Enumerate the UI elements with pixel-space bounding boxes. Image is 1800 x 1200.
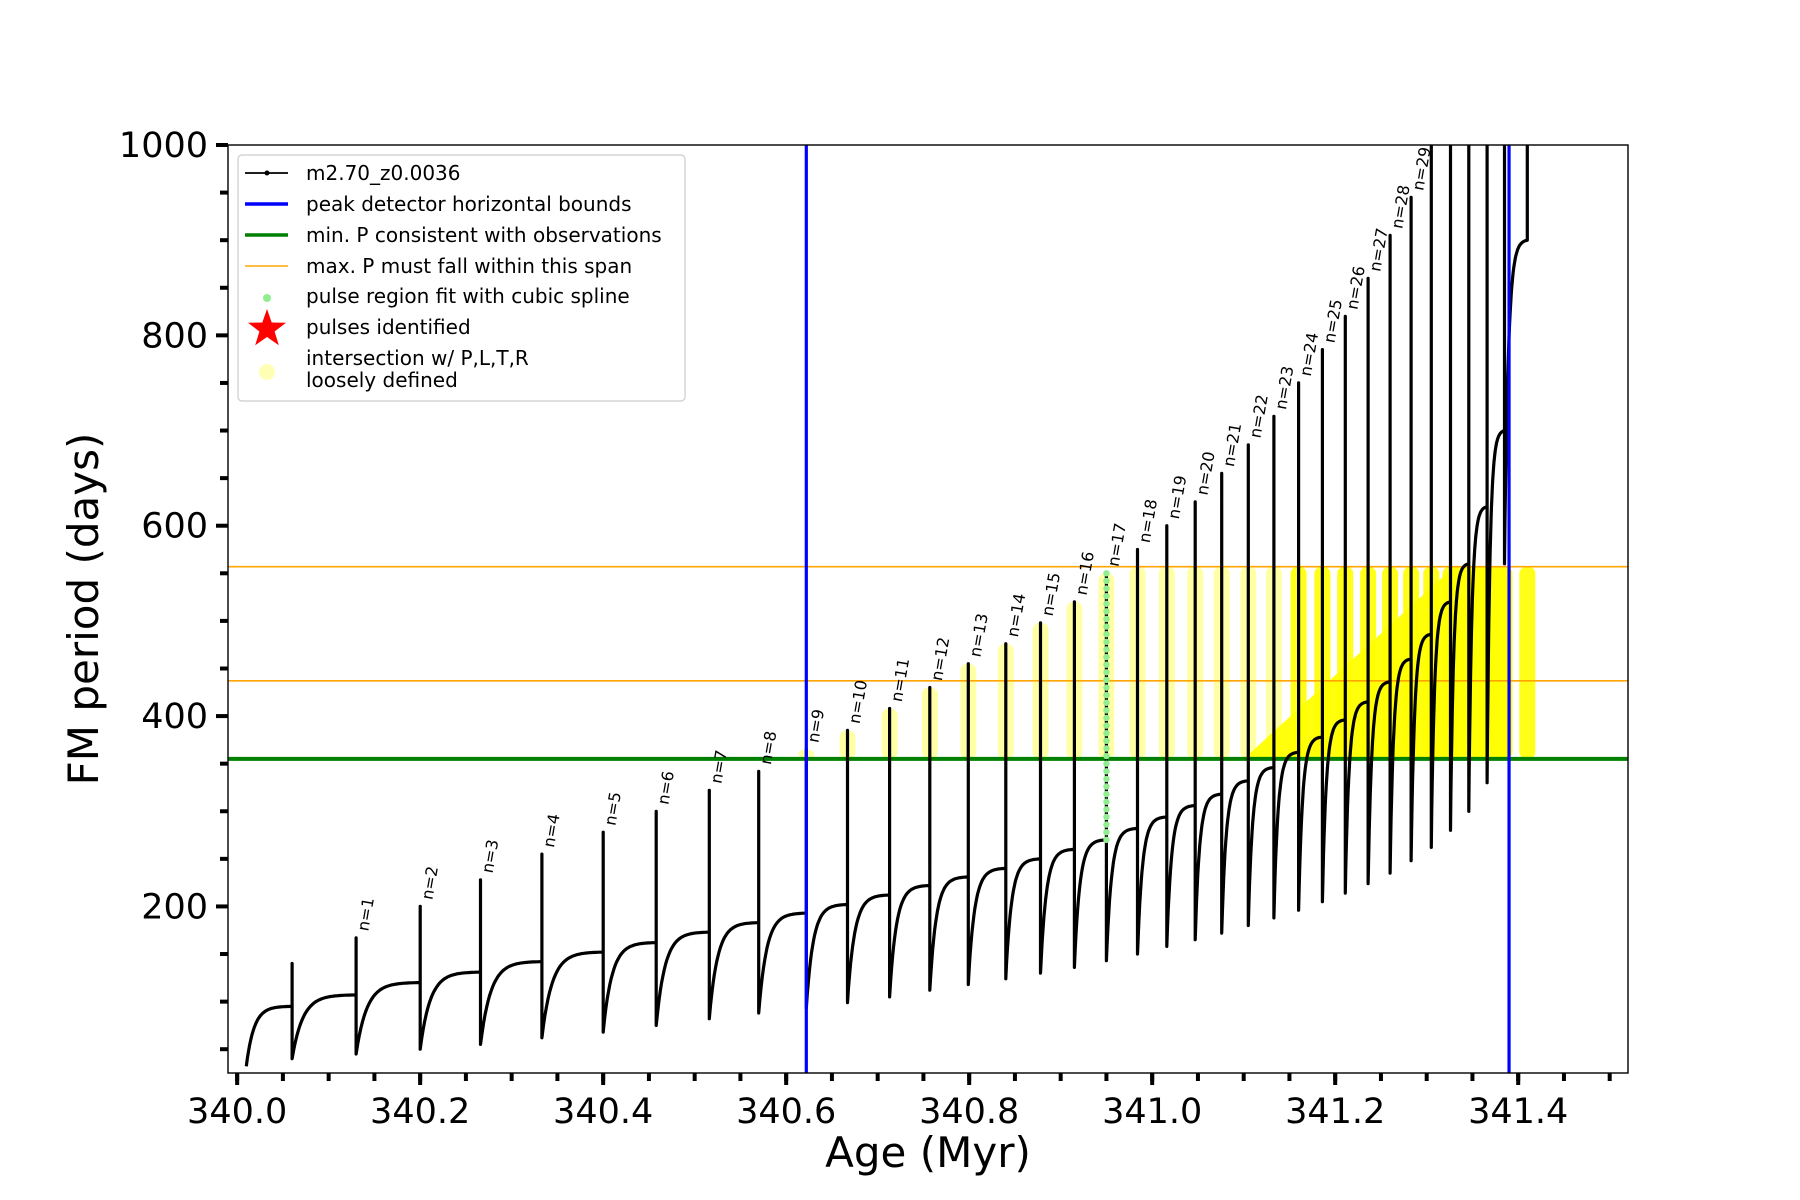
spline-point <box>1103 646 1110 653</box>
spline-point <box>1103 722 1110 729</box>
legend-label: loosely defined <box>306 368 458 392</box>
legend-label: max. P must fall within this span <box>306 254 632 278</box>
legend-swatch-star <box>248 309 286 346</box>
y-tick-label: 600 <box>141 507 208 547</box>
spline-point <box>1103 737 1110 745</box>
y-axis-label: FM period (days) <box>59 433 108 786</box>
spline-point <box>1103 714 1110 722</box>
legend-label: pulse region fit with cubic spline <box>306 284 630 308</box>
x-tick-label: 340.0 <box>187 1092 287 1132</box>
legend-box <box>237 154 686 402</box>
spline-point <box>1103 836 1110 844</box>
x-tick-label: 340.2 <box>370 1092 470 1132</box>
spline-point <box>1103 806 1110 813</box>
plot-area <box>228 145 1628 1073</box>
spline-point <box>1103 638 1110 646</box>
spline-point <box>1103 570 1110 577</box>
spline-point <box>1103 828 1110 836</box>
spline-point <box>1103 577 1110 585</box>
x-tick-label: 341.4 <box>1468 1092 1568 1132</box>
legend-label: m2.70_z0.0036 <box>306 161 461 185</box>
spline-point <box>1103 631 1110 638</box>
spline-point <box>1103 790 1110 798</box>
x-tick-label: 341.0 <box>1102 1092 1202 1132</box>
y-tick-label: 200 <box>141 887 208 927</box>
spline-point <box>1103 623 1110 630</box>
spline-point <box>1103 608 1110 615</box>
legend-label: min. P consistent with observations <box>306 223 662 247</box>
spline-point <box>1103 669 1110 676</box>
spline-point <box>1103 813 1110 821</box>
spline-point <box>1103 600 1110 607</box>
spline-point <box>1103 676 1110 684</box>
intersection-marker <box>1243 566 1510 759</box>
series-m2.70-z0.0036 <box>244 145 1529 1067</box>
x-tick-label: 340.8 <box>919 1092 1019 1132</box>
legend-label: peak detector horizontal bounds <box>306 192 632 216</box>
x-tick-label: 340.4 <box>553 1092 653 1132</box>
legend-swatch-dot <box>264 170 270 176</box>
y-tick-label: 400 <box>141 697 208 737</box>
legend-label: intersection w/ P,L,T,R <box>306 346 529 370</box>
spline-point <box>1103 699 1110 706</box>
spline-point <box>1103 768 1110 775</box>
spline-point <box>1103 653 1110 661</box>
spline-point <box>1103 691 1110 699</box>
spline-point <box>1103 707 1110 714</box>
spline-point <box>1103 684 1110 691</box>
spline-point <box>1103 745 1110 752</box>
legend-swatch-dot <box>263 294 271 302</box>
spline-region <box>1103 570 1110 844</box>
spline-point <box>1103 730 1110 737</box>
spline-point <box>1103 661 1110 668</box>
x-tick-label: 340.6 <box>736 1092 836 1132</box>
spline-point <box>1103 615 1110 623</box>
x-axis-label: Age (Myr) <box>825 1128 1031 1177</box>
spline-point <box>1103 752 1110 760</box>
x-tick-label: 341.2 <box>1285 1092 1385 1132</box>
spline-point <box>1103 798 1110 805</box>
y-tick-label: 800 <box>141 316 208 356</box>
plot-frame <box>227 144 1629 1074</box>
legend-label: pulses identified <box>306 315 471 339</box>
legend-swatch-circle <box>259 364 275 380</box>
spline-point <box>1103 775 1110 783</box>
intersection-marker <box>1519 566 1536 759</box>
spline-point <box>1103 760 1110 767</box>
spline-point <box>1103 585 1110 592</box>
spline-point <box>1103 783 1110 790</box>
spline-point <box>1103 821 1110 828</box>
y-tick-label: 1000 <box>119 126 208 166</box>
spline-point <box>1103 592 1110 600</box>
